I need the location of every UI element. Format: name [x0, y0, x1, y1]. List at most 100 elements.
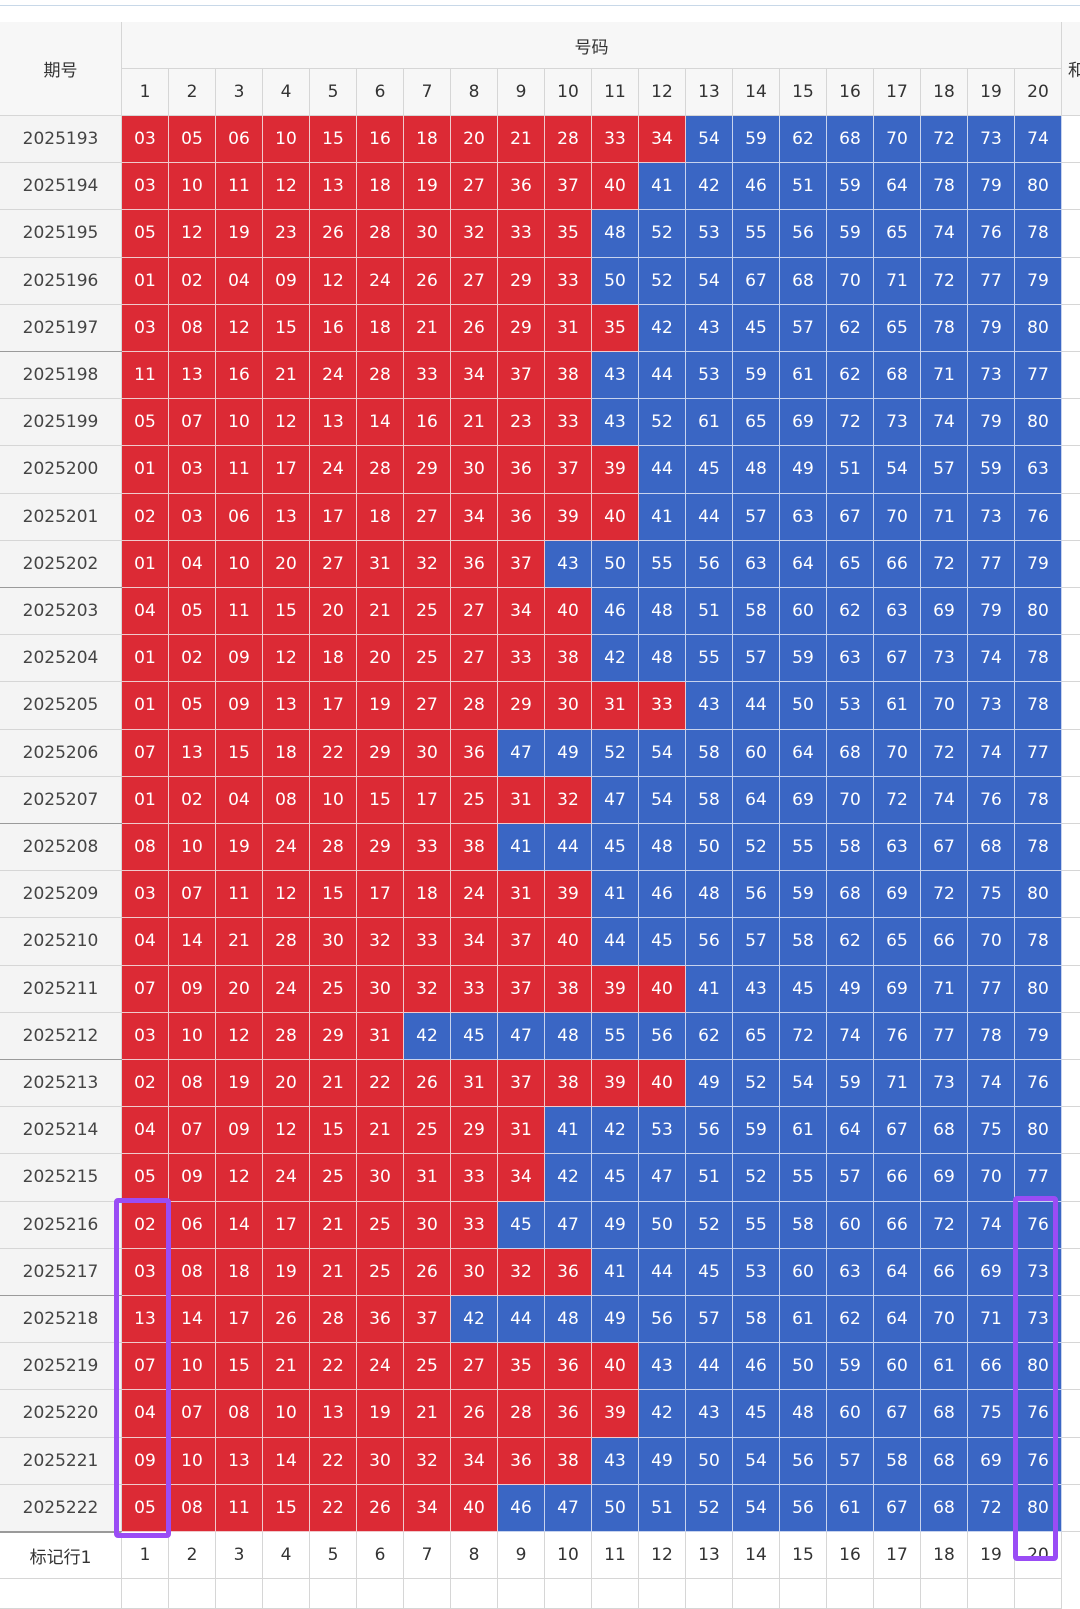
sum-cell [1062, 918, 1080, 966]
number-cell: 07 [169, 399, 216, 447]
number-cell: 21 [404, 1390, 451, 1438]
number-cell: 33 [639, 682, 686, 730]
number-cell: 63 [874, 824, 921, 872]
footer-cell: 15 [780, 1532, 827, 1579]
number-cell: 67 [874, 635, 921, 683]
number-cell: 09 [169, 965, 216, 1013]
number-cell: 12 [216, 1154, 263, 1202]
number-cell: 26 [451, 1390, 498, 1438]
number-cell: 77 [1015, 1154, 1062, 1202]
number-cell: 19 [216, 824, 263, 872]
number-cell: 71 [968, 1296, 1015, 1344]
footer-cell: 12 [639, 1532, 686, 1579]
number-cell: 50 [686, 1437, 733, 1485]
number-cell: 19 [216, 210, 263, 258]
number-cell: 09 [216, 635, 263, 683]
footer-cell: 14 [733, 1532, 780, 1579]
number-cell: 17 [263, 1201, 310, 1249]
number-cell: 39 [592, 965, 639, 1013]
number-cell: 61 [780, 1296, 827, 1344]
number-cell: 39 [592, 446, 639, 494]
number-cell: 02 [122, 493, 169, 541]
number-cell: 09 [263, 257, 310, 305]
number-cell: 24 [357, 257, 404, 305]
number-cell: 05 [122, 210, 169, 258]
number-cell: 59 [827, 210, 874, 258]
number-cell: 23 [263, 210, 310, 258]
number-cell: 73 [874, 399, 921, 447]
number-cell: 74 [921, 399, 968, 447]
number-cell: 26 [310, 210, 357, 258]
number-cell: 69 [921, 588, 968, 636]
number-cell: 54 [686, 116, 733, 164]
number-cell: 36 [498, 493, 545, 541]
number-cell: 15 [216, 1343, 263, 1391]
number-cell: 03 [122, 163, 169, 211]
number-cell: 59 [827, 163, 874, 211]
number-cell: 13 [216, 1437, 263, 1485]
number-cell: 58 [733, 1296, 780, 1344]
number-cell: 20 [310, 588, 357, 636]
number-cell: 24 [263, 965, 310, 1013]
number-cell: 65 [733, 399, 780, 447]
number-cell: 27 [404, 682, 451, 730]
number-cell: 62 [827, 304, 874, 352]
number-cell: 44 [639, 446, 686, 494]
number-cell: 37 [498, 352, 545, 400]
numbers-header: 号码 [122, 22, 1062, 69]
number-cell: 56 [780, 210, 827, 258]
number-cell: 45 [451, 1012, 498, 1060]
number-cell: 39 [545, 493, 592, 541]
number-cell: 17 [310, 493, 357, 541]
footer-cell: 7 [404, 1532, 451, 1579]
sum-cell [1062, 824, 1080, 872]
top-rule [0, 5, 1080, 6]
period-cell: 2025220 [0, 1390, 122, 1438]
number-cell: 27 [451, 588, 498, 636]
number-cell: 22 [310, 1437, 357, 1485]
number-cell: 50 [686, 824, 733, 872]
number-cell: 30 [357, 1437, 404, 1485]
number-cell: 33 [451, 1154, 498, 1202]
number-cell: 33 [592, 116, 639, 164]
number-cell: 77 [1015, 729, 1062, 777]
number-cell: 38 [451, 824, 498, 872]
period-header: 期号 [0, 22, 122, 116]
number-cell: 17 [404, 776, 451, 824]
number-cell: 67 [733, 257, 780, 305]
footer-blank [310, 1579, 357, 1609]
number-cell: 01 [122, 682, 169, 730]
number-cell: 29 [357, 824, 404, 872]
number-cell: 51 [780, 163, 827, 211]
number-cell: 44 [545, 824, 592, 872]
number-cell: 73 [968, 493, 1015, 541]
number-cell: 38 [545, 965, 592, 1013]
number-cell: 40 [545, 918, 592, 966]
number-cell: 69 [874, 871, 921, 919]
number-cell: 40 [451, 1484, 498, 1532]
number-cell: 05 [169, 588, 216, 636]
number-cell: 25 [404, 1107, 451, 1155]
number-cell: 56 [733, 871, 780, 919]
number-cell: 36 [545, 1248, 592, 1296]
number-cell: 50 [639, 1201, 686, 1249]
number-cell: 48 [639, 588, 686, 636]
number-cell: 32 [451, 210, 498, 258]
number-cell: 80 [1015, 1107, 1062, 1155]
number-cell: 37 [545, 446, 592, 494]
footer-blank [122, 1579, 169, 1609]
footer-blank [592, 1579, 639, 1609]
number-cell: 05 [169, 116, 216, 164]
number-cell: 20 [263, 540, 310, 588]
number-cell: 15 [310, 871, 357, 919]
number-cell: 63 [827, 1248, 874, 1296]
sum-cell [1062, 1202, 1080, 1249]
number-cell: 33 [498, 210, 545, 258]
number-cell: 72 [968, 1484, 1015, 1532]
number-cell: 59 [733, 1107, 780, 1155]
number-cell: 26 [357, 1484, 404, 1532]
number-cell: 42 [592, 1107, 639, 1155]
number-cell: 61 [686, 399, 733, 447]
footer-cell: 10 [545, 1532, 592, 1579]
number-cell: 28 [451, 682, 498, 730]
